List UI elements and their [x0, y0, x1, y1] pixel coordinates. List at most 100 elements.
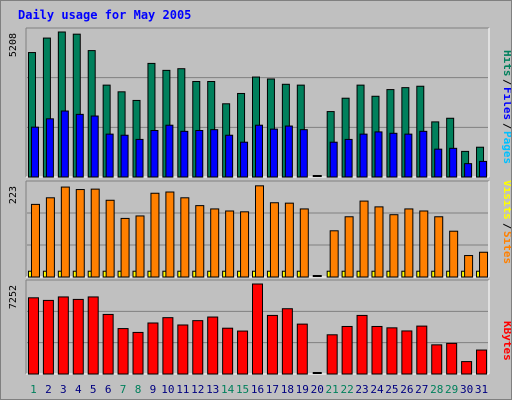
kbytes-bar [296, 323, 308, 375]
files-bar [404, 133, 413, 178]
kbytes-bar [416, 325, 428, 375]
sites-bar [479, 251, 489, 278]
files-bar [30, 126, 39, 178]
x-tick-label: 10 [161, 383, 174, 396]
kbytes-empty-marker [312, 372, 322, 374]
x-tick-label: 16 [251, 383, 264, 396]
x-tick-label: 2 [45, 383, 52, 396]
kbytes-bar [237, 330, 249, 375]
kbytes-bar [326, 334, 338, 375]
sites-bar [45, 197, 55, 278]
files-bar [269, 128, 278, 178]
files-bar [359, 133, 368, 178]
sites-bar [329, 230, 339, 278]
chart-title: Daily usage for May 2005 [18, 8, 191, 22]
sites-bar [90, 188, 100, 278]
visits-legend-item-visits: Visits [501, 180, 511, 220]
sites-bar [225, 210, 235, 278]
sites-bar [374, 206, 384, 278]
files-bar [105, 133, 114, 178]
x-tick-label: 24 [370, 383, 384, 396]
x-tick-label: 12 [191, 383, 204, 396]
files-bar [165, 124, 174, 178]
files-bar [180, 130, 189, 178]
x-tick-label: 7 [120, 383, 127, 396]
kbytes-bar [356, 314, 368, 375]
files-bar [45, 118, 54, 178]
x-tick-label: 5 [90, 383, 97, 396]
x-tick-label: 1 [30, 383, 37, 396]
x-tick-label: 14 [221, 383, 235, 396]
x-tick-label: 18 [281, 383, 294, 396]
sites-bar [240, 211, 250, 278]
kbytes-bar [102, 313, 114, 375]
kbytes-bar [207, 316, 219, 375]
files-bar [120, 134, 129, 178]
x-tick-label: 27 [415, 383, 428, 396]
files-bar [374, 131, 383, 178]
kbytes-bar [386, 327, 398, 375]
visits-legend: Sites/ Visits [501, 180, 512, 264]
sites-bar [120, 217, 130, 278]
kbytes-bar [57, 296, 69, 375]
hits-legend-item-files: Files [501, 87, 511, 120]
x-tick-label: 15 [236, 383, 249, 396]
x-tick-label: 21 [326, 383, 339, 396]
files-bar [419, 130, 428, 178]
kbytes-bar [446, 342, 458, 375]
sites-bar [389, 214, 399, 278]
hits-legend-separator: / [501, 123, 511, 130]
x-tick-label: 29 [445, 383, 458, 396]
kbytes-bar [461, 361, 473, 375]
hits-legend-item-hits: Hits [501, 50, 511, 77]
kbytes-bar [401, 330, 413, 375]
files-bar [284, 125, 293, 178]
files-bar [135, 138, 144, 178]
files-bar [150, 130, 159, 178]
x-tick-label: 30 [460, 383, 473, 396]
sites-bar [195, 205, 205, 278]
kbytes-bar [42, 299, 54, 375]
sites-bar [165, 191, 175, 278]
x-tick-label: 13 [206, 383, 219, 396]
hits-legend: Pages/Files/Hits [501, 50, 512, 164]
files-bar [479, 160, 488, 178]
x-tick-label: 4 [75, 383, 82, 396]
sites-bar [269, 202, 279, 278]
sites-bar [75, 189, 85, 278]
sites-bar [180, 197, 190, 278]
kbytes-bar [117, 328, 129, 375]
sites-bar [135, 215, 145, 278]
hits-axis-max: 5208 [8, 33, 19, 57]
sites-bar [359, 200, 369, 278]
sites-bar [434, 216, 444, 278]
kbytes-bar [177, 324, 189, 375]
files-bar [464, 163, 473, 178]
x-tick-label: 25 [385, 383, 398, 396]
files-bar [210, 129, 219, 178]
kbytes-bar [476, 349, 488, 375]
files-bar [434, 148, 443, 178]
kbytes-bar [72, 298, 84, 375]
files-bar [240, 141, 249, 178]
files-bar [195, 130, 204, 178]
x-tick-label: 6 [105, 383, 112, 396]
sites-bar [255, 185, 264, 278]
kbytes-legend: KBytes [501, 321, 512, 361]
hits-empty-marker [312, 175, 322, 177]
visits-legend-item-sites: Sites [501, 231, 511, 264]
x-tick-label: 3 [60, 383, 67, 396]
kbytes-bar [87, 296, 99, 375]
files-bar [75, 113, 84, 178]
sites-bar [210, 208, 220, 278]
kbytes-bar [147, 322, 159, 375]
files-bar [60, 110, 69, 178]
kbytes-legend-item-kbytes: KBytes [501, 321, 511, 361]
x-tick-label: 9 [150, 383, 157, 396]
x-tick-label: 17 [266, 383, 279, 396]
sites-bar [30, 203, 40, 278]
x-tick-label: 20 [311, 383, 324, 396]
files-bar [255, 124, 263, 178]
